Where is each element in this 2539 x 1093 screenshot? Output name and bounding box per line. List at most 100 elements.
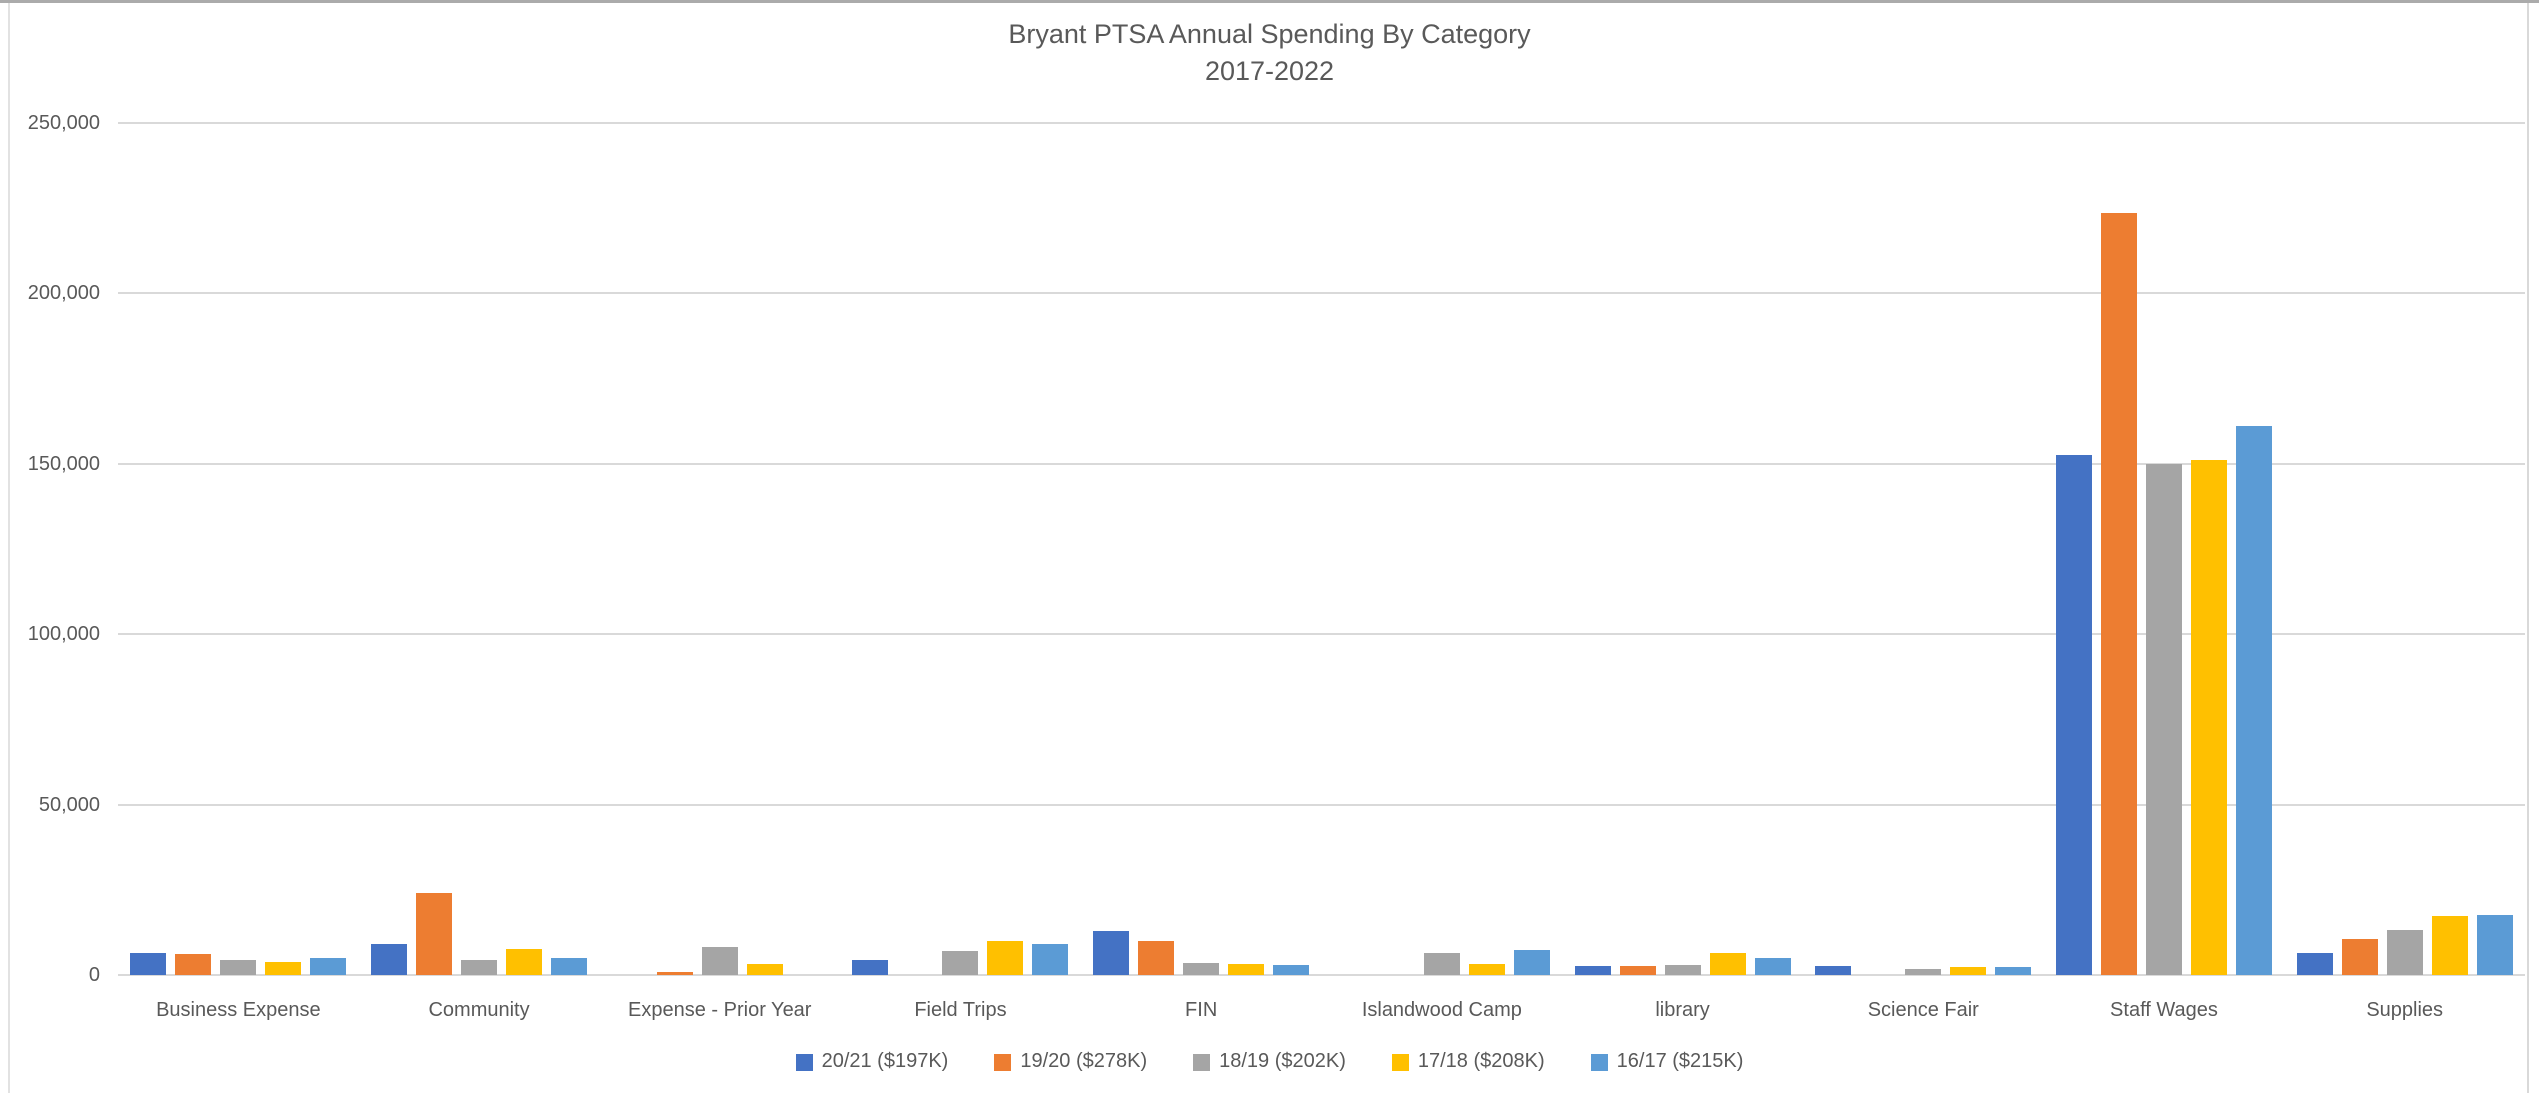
bar[interactable] <box>1183 963 1220 975</box>
category-label: Islandwood Camp <box>1361 999 1522 1021</box>
plot-area <box>118 123 2525 975</box>
bar[interactable] <box>1905 968 1942 975</box>
bar[interactable] <box>1032 943 1069 975</box>
y-tick-label: 150,000 <box>27 452 100 475</box>
legend-label: 17/18 ($208K) <box>1417 1050 1545 1072</box>
legend-item[interactable]: 19/20 ($278K) <box>994 1048 1147 1074</box>
bar[interactable] <box>1138 941 1175 975</box>
bar[interactable] <box>130 952 167 975</box>
legend-swatch-icon <box>1590 1053 1608 1071</box>
category-label: Science Fair <box>1867 999 1979 1021</box>
gridline-250000 <box>118 122 2525 124</box>
bar[interactable] <box>2190 460 2227 975</box>
bar-group-business-expense <box>118 123 359 975</box>
bar-group-science-fair <box>1803 123 2044 975</box>
bar[interactable] <box>1468 964 1505 975</box>
category-label: library <box>1655 999 1710 1021</box>
y-tick-label: 50,000 <box>38 793 100 816</box>
bar-group-staff-wages <box>2044 123 2285 975</box>
bar-group-fin <box>1081 123 1322 975</box>
bar[interactable] <box>746 964 783 975</box>
legend-item[interactable]: 16/17 ($215K) <box>1590 1048 1744 1074</box>
bar-group-community <box>359 123 600 975</box>
bar[interactable] <box>2476 915 2513 975</box>
chart-legend: 20/21 ($197K) 19/20 ($278K) 18/19 ($202K) 1… <box>0 1048 2539 1074</box>
bar[interactable] <box>416 893 453 975</box>
gridline-50000 <box>118 803 2525 806</box>
bar[interactable] <box>1228 963 1265 975</box>
bar[interactable] <box>175 953 212 975</box>
bar[interactable] <box>506 949 543 975</box>
category-label: Field Trips <box>914 999 1007 1021</box>
bar[interactable] <box>371 944 408 975</box>
bar-group-field-trips <box>840 123 1081 975</box>
bar[interactable] <box>1513 950 1550 975</box>
category-label: Community <box>428 999 530 1021</box>
legend-swatch-icon <box>994 1053 1012 1071</box>
bar[interactable] <box>701 947 738 975</box>
bar[interactable] <box>1754 958 1791 975</box>
bar-group-islandwood-camp <box>1322 123 1563 975</box>
category-label: Expense - Prior Year <box>628 999 812 1021</box>
legend-label: 20/21 ($197K) <box>821 1050 949 1072</box>
chart-title-line1: Bryant PTSA Annual Spending By Category <box>1008 19 1531 49</box>
bar[interactable] <box>2386 929 2423 975</box>
y-tick-label: 100,000 <box>27 623 100 646</box>
legend-swatch-icon <box>795 1053 813 1071</box>
bar-group-expense-prior-year <box>599 123 840 975</box>
bar[interactable] <box>1664 965 1701 975</box>
category-label: Business Expense <box>156 999 321 1021</box>
legend-item[interactable]: 17/18 ($208K) <box>1391 1048 1545 1074</box>
gridline-200000 <box>118 292 2525 295</box>
bar[interactable] <box>1093 931 1130 975</box>
legend-item[interactable]: 20/21 ($197K) <box>795 1048 949 1074</box>
category-label: FIN <box>1185 999 1218 1021</box>
bar[interactable] <box>2431 916 2468 975</box>
category-label: Supplies <box>2366 999 2444 1021</box>
y-tick-label: 0 <box>88 964 100 986</box>
window-border-left <box>8 3 10 1093</box>
bar[interactable] <box>2145 463 2182 975</box>
bar[interactable] <box>1995 966 2032 975</box>
bar[interactable] <box>2055 455 2092 975</box>
category-label: Staff Wages <box>2110 999 2218 1021</box>
legend-label: 18/19 ($202K) <box>1219 1050 1346 1072</box>
bar[interactable] <box>1815 966 1852 975</box>
bar[interactable] <box>987 941 1024 975</box>
gridline-0 <box>118 974 2525 976</box>
legend-label: 19/20 ($278K) <box>1020 1050 1148 1072</box>
bar[interactable] <box>1950 967 1987 975</box>
y-tick-label: 250,000 <box>27 112 100 134</box>
bar-group-supplies <box>2284 123 2525 975</box>
bar[interactable] <box>1423 952 1460 975</box>
x-axis-category-labels: Business Expense Community Expense - Prior… <box>118 995 2525 1025</box>
bar[interactable] <box>265 962 302 975</box>
y-tick-label: 200,000 <box>27 282 100 305</box>
bar[interactable] <box>656 971 693 975</box>
legend-label: 16/17 ($215K) <box>1616 1050 1744 1072</box>
bar[interactable] <box>1273 965 1310 975</box>
bar-group-library <box>1562 123 1803 975</box>
bar[interactable] <box>2296 952 2333 975</box>
bar[interactable] <box>310 957 347 975</box>
bar[interactable] <box>1709 952 1746 975</box>
bar[interactable] <box>2235 426 2272 975</box>
bar[interactable] <box>942 951 979 975</box>
legend-swatch-icon <box>1391 1053 1409 1071</box>
legend-item[interactable]: 18/19 ($202K) <box>1193 1048 1346 1074</box>
bar[interactable] <box>2341 938 2378 975</box>
gridline-150000 <box>118 462 2525 465</box>
window-border-top <box>0 0 2539 3</box>
gridline-100000 <box>118 633 2525 636</box>
bar[interactable] <box>852 959 889 975</box>
bar[interactable] <box>1619 966 1656 975</box>
bar[interactable] <box>551 958 588 975</box>
bar[interactable] <box>220 960 257 975</box>
bar[interactable] <box>1574 966 1611 975</box>
bar[interactable] <box>2100 213 2137 975</box>
window-border-right <box>2527 3 2529 1093</box>
legend-swatch-icon <box>1193 1053 1211 1071</box>
bar[interactable] <box>461 960 498 975</box>
chart-title-line2: 2017-2022 <box>1204 56 1335 86</box>
